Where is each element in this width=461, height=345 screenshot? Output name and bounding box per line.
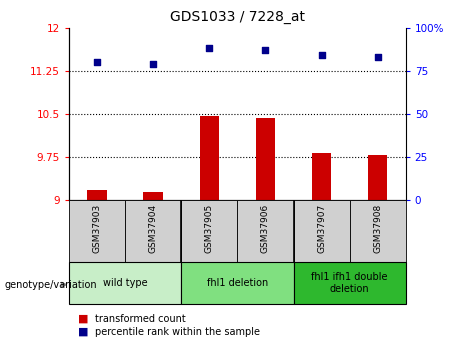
Bar — [200, 116, 219, 200]
Bar — [181, 200, 237, 262]
Text: wild type: wild type — [103, 278, 148, 288]
Bar — [181, 262, 294, 304]
Text: GSM37906: GSM37906 — [261, 204, 270, 253]
Text: transformed count: transformed count — [95, 314, 185, 324]
Point — [374, 54, 381, 60]
Text: GSM37903: GSM37903 — [93, 204, 102, 253]
Point — [206, 46, 213, 51]
Point — [318, 52, 325, 58]
Point — [149, 61, 157, 67]
Bar — [349, 200, 406, 262]
Point — [94, 59, 101, 65]
Bar — [312, 153, 331, 200]
Text: percentile rank within the sample: percentile rank within the sample — [95, 327, 260, 337]
Bar — [125, 200, 181, 262]
Text: GSM37905: GSM37905 — [205, 204, 214, 253]
Text: GSM37904: GSM37904 — [149, 204, 158, 253]
Title: GDS1033 / 7228_at: GDS1033 / 7228_at — [170, 10, 305, 24]
Point — [262, 47, 269, 53]
Bar — [368, 155, 387, 200]
Text: ■: ■ — [78, 314, 89, 324]
Text: fhl1 ifh1 double
deletion: fhl1 ifh1 double deletion — [311, 272, 388, 294]
Text: GSM37907: GSM37907 — [317, 204, 326, 253]
Bar — [69, 200, 125, 262]
Text: fhl1 deletion: fhl1 deletion — [207, 278, 268, 288]
Text: ■: ■ — [78, 327, 89, 337]
Bar — [294, 262, 406, 304]
Bar — [88, 190, 107, 200]
Bar — [256, 118, 275, 200]
Bar — [294, 200, 349, 262]
Text: GSM37908: GSM37908 — [373, 204, 382, 253]
Text: genotype/variation: genotype/variation — [5, 280, 97, 289]
Bar — [237, 200, 294, 262]
Bar — [143, 192, 163, 200]
Bar — [69, 262, 181, 304]
